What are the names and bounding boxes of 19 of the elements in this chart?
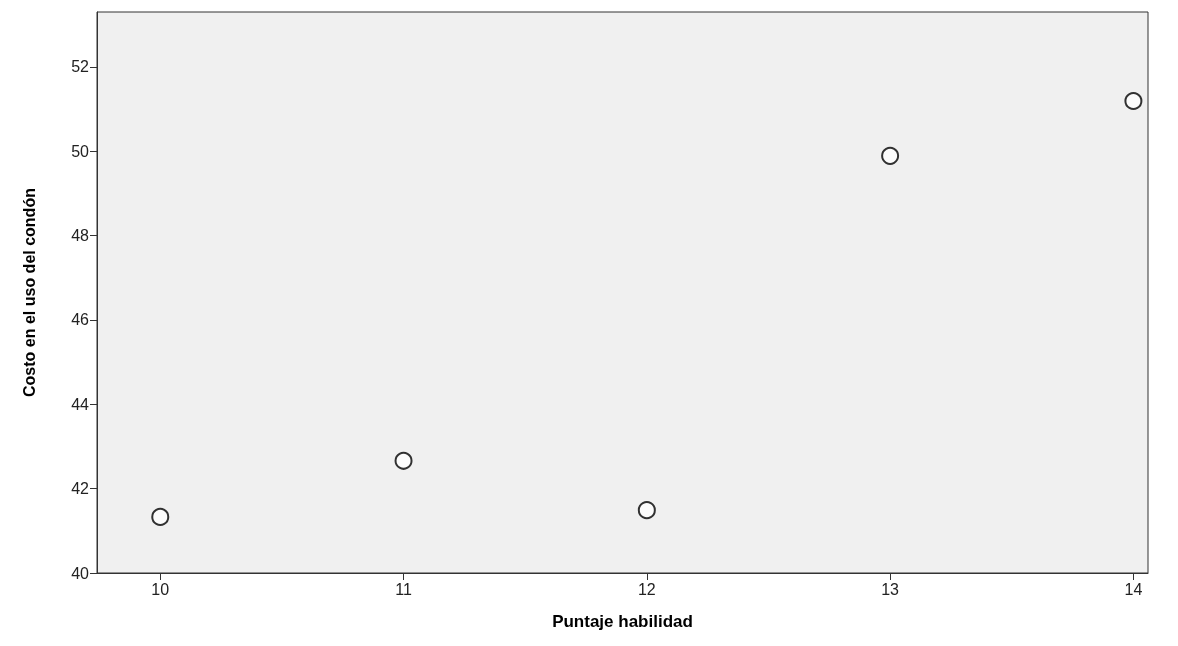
- x-tick-label: 10: [151, 580, 170, 598]
- y-tick-label: 44: [71, 395, 90, 413]
- point: [637, 501, 656, 520]
- point: [394, 451, 413, 470]
- x-tick-label: 13: [881, 580, 900, 598]
- y-tick-label: 40: [71, 564, 90, 582]
- y-tick-label: 48: [71, 227, 90, 245]
- point: [881, 146, 900, 165]
- y-tick-label: 42: [71, 480, 90, 498]
- y-tick-label: 50: [71, 142, 90, 160]
- x-tick-label: 14: [1124, 580, 1143, 598]
- y-tick-label: 52: [71, 58, 90, 76]
- y-tick-label: 46: [71, 311, 90, 329]
- y-axis-title: Costo en el uso del condón: [20, 188, 38, 397]
- point: [1124, 92, 1143, 110]
- x-axis-title: Puntaje habilidad: [552, 612, 693, 631]
- point: [151, 507, 170, 526]
- x-tick-label: 12: [637, 580, 656, 598]
- x-tick-label: 11: [395, 580, 412, 598]
